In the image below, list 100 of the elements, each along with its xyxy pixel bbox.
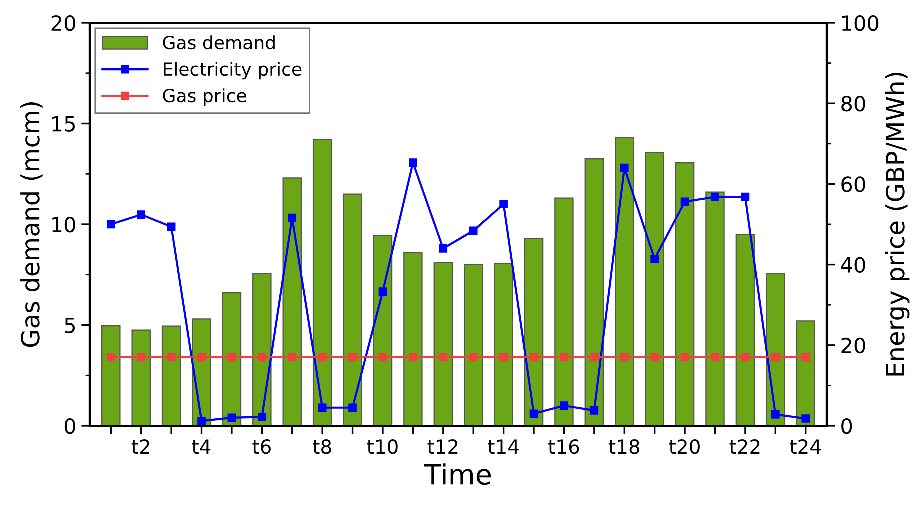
y-tick-label: 20 [52, 15, 76, 32]
point [409, 353, 418, 362]
point [378, 288, 388, 296]
bar [736, 234, 756, 426]
point [106, 220, 116, 229]
y2-tick-label: 60 [842, 176, 866, 192]
point [741, 192, 750, 202]
bar [102, 326, 121, 426]
x-tick-label: t20 [669, 440, 700, 454]
point [771, 353, 780, 362]
point [106, 353, 116, 362]
point [228, 353, 236, 362]
bar [766, 273, 786, 426]
point [530, 353, 538, 362]
bar [434, 262, 454, 426]
point [288, 353, 297, 362]
x-tick-label: t16 [548, 440, 580, 454]
y2-tick-label: 100 [842, 15, 879, 32]
legend-label: Gas price [163, 88, 246, 106]
bar [524, 238, 544, 426]
point [620, 353, 629, 362]
point [409, 158, 418, 168]
bar [312, 139, 332, 426]
point [258, 353, 266, 362]
point [348, 404, 357, 412]
x-tick-label: t2 [132, 440, 150, 454]
point [318, 353, 327, 362]
point [590, 406, 599, 415]
x-tick-label: t22 [730, 440, 760, 454]
bar [464, 264, 484, 426]
point [167, 353, 176, 362]
bar [796, 320, 816, 426]
bar [162, 326, 182, 426]
bar [494, 263, 514, 426]
bar [675, 162, 695, 426]
point [680, 198, 690, 206]
point [560, 353, 568, 362]
x-tick-label: t4 [192, 440, 211, 454]
bar [706, 192, 725, 426]
point [258, 412, 266, 422]
x-tick-label: t14 [488, 440, 519, 454]
bar [282, 178, 302, 426]
bar [404, 252, 423, 426]
point [771, 410, 780, 419]
x-tick-label: t8 [313, 440, 332, 454]
y-tick-label: 10 [52, 216, 76, 233]
point [198, 416, 206, 426]
y-tick-label: 15 [52, 116, 75, 132]
point [228, 414, 236, 422]
y-axis-title: Gas demand (mcm) [20, 102, 43, 348]
bar [645, 152, 664, 426]
bar [252, 273, 272, 426]
bar [132, 330, 151, 426]
point [167, 222, 176, 232]
y2-tick-label: 0 [842, 418, 852, 434]
bar [554, 198, 574, 426]
point [680, 353, 690, 362]
x-tick-label: t18 [608, 440, 640, 454]
y2-axis-title: Energy price (GBP/MWh) [886, 73, 910, 376]
point [560, 402, 568, 410]
bar [373, 235, 393, 426]
point [318, 404, 327, 412]
bar [615, 137, 634, 426]
legend-label: Gas demand [163, 36, 275, 50]
point [137, 210, 146, 219]
point [711, 192, 720, 202]
x-tick-label: t6 [252, 440, 271, 454]
point [650, 254, 659, 264]
y2-tick-label: 80 [842, 96, 866, 112]
x-tick-label: t12 [428, 440, 458, 454]
bar [343, 194, 362, 426]
bar [222, 292, 242, 426]
point [802, 414, 810, 423]
point [288, 214, 297, 222]
point [802, 353, 810, 362]
point [711, 353, 720, 362]
point [620, 164, 629, 172]
point [469, 353, 478, 362]
point [378, 353, 388, 362]
point [439, 244, 448, 253]
x-axis-title: Time [424, 464, 492, 486]
point [530, 410, 538, 418]
point [348, 353, 357, 362]
x-tick-label: t10 [367, 440, 398, 454]
point [741, 353, 750, 362]
point [439, 353, 448, 362]
point [137, 353, 146, 362]
y-tick-label: 5 [65, 318, 75, 334]
y2-tick-label: 20 [842, 338, 866, 354]
point [469, 226, 478, 236]
point [650, 353, 659, 362]
bar [584, 158, 604, 426]
point [500, 200, 508, 209]
legend-label: Electricity price [164, 62, 302, 80]
x-tick-label: t24 [790, 440, 821, 454]
point [590, 353, 599, 362]
point [198, 353, 206, 362]
point [500, 353, 508, 362]
y2-tick-label: 40 [841, 257, 866, 274]
y-tick-label: 0 [64, 418, 76, 434]
